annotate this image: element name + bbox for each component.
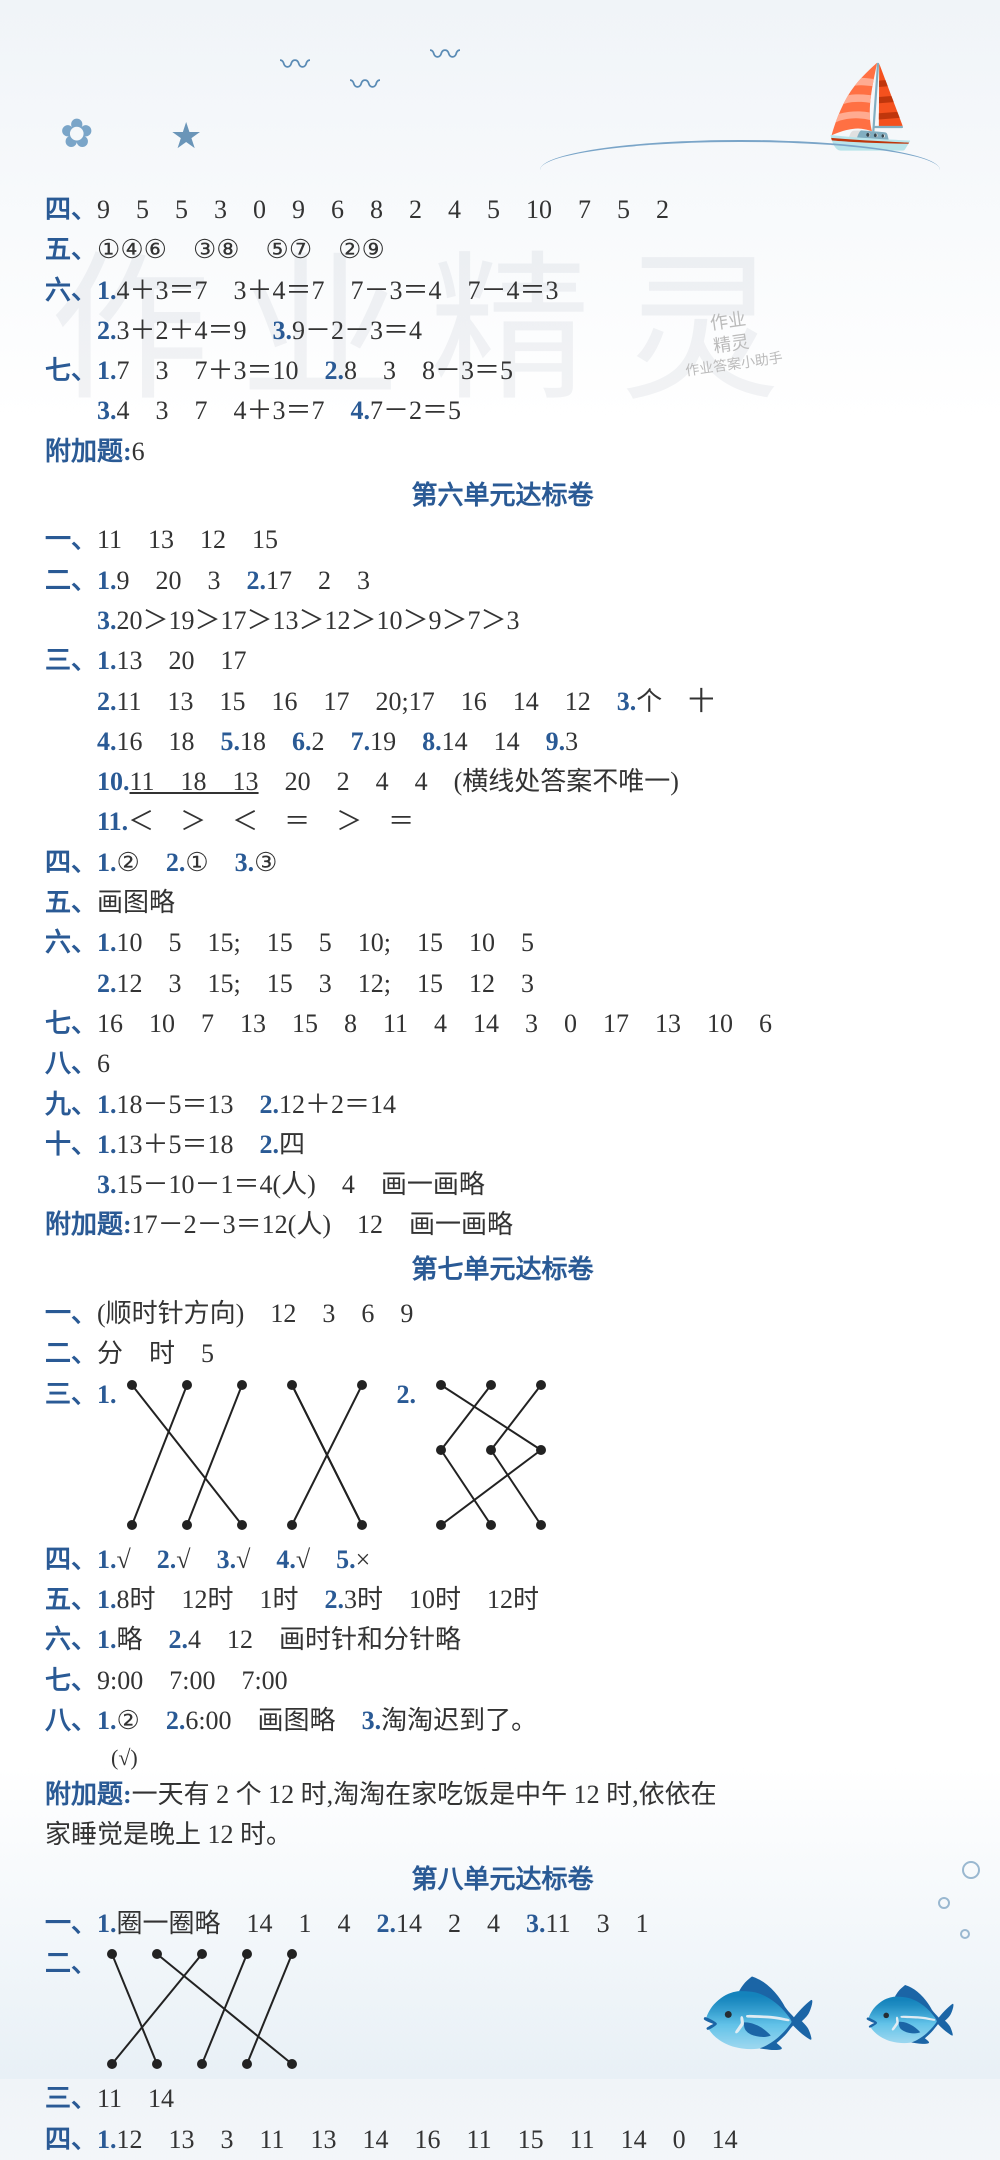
u7-4: 四、1.√ 2.√ 3.√ 4.√ 5.× bbox=[45, 1540, 960, 1580]
row-7-2: 3.4 3 7 4＋3＝7 4.7－2＝5 bbox=[45, 391, 960, 431]
u6-6-1: 六、1.10 5 15; 15 5 10; 15 10 5 bbox=[45, 923, 960, 963]
u6-4: 四、1.② 2.① 3.③ bbox=[45, 843, 960, 883]
u7-8-check: (√) bbox=[45, 1741, 960, 1775]
unit6-title: 第六单元达标卷 bbox=[45, 472, 960, 520]
shell-icon: ✿ bbox=[60, 110, 94, 157]
u8-4: 四、1.12 13 3 11 13 14 16 11 15 11 14 0 14 bbox=[45, 2120, 960, 2160]
u6-10-1: 十、1.13＋5＝18 2.四 bbox=[45, 1125, 960, 1165]
row-7-1: 七、1.7 3 7＋3＝10 2.8 3 8－3＝5 bbox=[45, 351, 960, 391]
u7-2: 二、分 时 5 bbox=[45, 1334, 960, 1374]
u6-8: 八、6 bbox=[45, 1044, 960, 1084]
u6-2a: 二、1.9 20 3 2.17 2 3 bbox=[45, 561, 960, 601]
header-decoration: 〰 〰 〰 ✿ ★ ⛵ bbox=[0, 0, 1000, 190]
page-content: 四、9 5 5 3 0 9 6 8 2 4 5 10 7 5 2 五、①④⑥ ③… bbox=[0, 190, 1000, 2160]
u7-8: 八、1.② 2.6:00 画图略 3.淘淘迟到了。 bbox=[45, 1701, 960, 1741]
u6-10-2: 3.15－10－1＝4(人) 4 画一画略 bbox=[45, 1165, 960, 1205]
u7-6: 六、1.略 2.4 12 画时针和分针略 bbox=[45, 1620, 960, 1660]
u6-extra: 附加题:17－2－3＝12(人) 12 画一画略 bbox=[45, 1205, 960, 1245]
u6-3-2: 2.11 13 15 16 17 20;17 16 14 12 3.个 十 bbox=[45, 682, 960, 722]
row-6-2: 2.3＋2＋4＝9 3.9－2－3＝4 bbox=[45, 311, 960, 351]
u6-7: 七、16 10 7 13 15 8 11 4 14 3 0 17 13 10 6 bbox=[45, 1004, 960, 1044]
match-diagram-1 bbox=[117, 1375, 387, 1540]
u8-2: 二、 bbox=[45, 1944, 960, 2079]
u6-3-3: 4.16 18 5.18 6.2 7.19 8.14 14 9.3 bbox=[45, 722, 960, 762]
bird-icon: 〰 bbox=[350, 60, 380, 104]
u6-9: 九、1.18－5＝13 2.12＋2＝14 bbox=[45, 1085, 960, 1125]
star-icon: ★ bbox=[170, 115, 202, 157]
u8-1: 一、1.圈一圈略 14 1 4 2.14 2 4 3.11 3 1 bbox=[45, 1904, 960, 1944]
u7-7: 七、9:00 7:00 7:00 bbox=[45, 1661, 960, 1701]
bird-icon: 〰 bbox=[280, 40, 310, 84]
u6-3-1: 三、1.13 20 17 bbox=[45, 641, 960, 681]
bird-icon: 〰 bbox=[430, 30, 460, 74]
u6-1: 一、11 13 12 15 bbox=[45, 520, 960, 560]
row-6-1: 六、1.4＋3＝7 3＋4＝7 7－3＝4 7－4＝3 bbox=[45, 271, 960, 311]
row-extra1: 附加题:6 bbox=[45, 432, 960, 472]
u6-6-2: 2.12 3 15; 15 3 12; 15 12 3 bbox=[45, 964, 960, 1004]
u6-3-5: 11.＜ ＞ ＜ ＝ ＞ ＝ bbox=[45, 802, 960, 842]
u6-3-4: 10.11 18 13 20 2 4 4 (横线处答案不唯一) bbox=[45, 762, 960, 802]
row-4: 四、9 5 5 3 0 9 6 8 2 4 5 10 7 5 2 bbox=[45, 190, 960, 230]
unit7-title: 第七单元达标卷 bbox=[45, 1246, 960, 1294]
u7-extra-1: 附加题:一天有 2 个 12 时,淘淘在家吃饭是中午 12 时,依依在 bbox=[45, 1775, 960, 1815]
unit8-title: 第八单元达标卷 bbox=[45, 1856, 960, 1904]
u8-3: 三、11 14 bbox=[45, 2079, 960, 2119]
match-diagram-2 bbox=[426, 1375, 566, 1540]
match-diagram-3 bbox=[97, 1944, 317, 2079]
boat-icon: ⛵ bbox=[820, 60, 920, 154]
u7-1: 一、(顺时针方向) 12 3 6 9 bbox=[45, 1294, 960, 1334]
u7-3: 三、1. 2. bbox=[45, 1375, 960, 1540]
u6-5: 五、画图略 bbox=[45, 883, 960, 923]
u7-extra-2: 家睡觉是晚上 12 时。 bbox=[45, 1815, 960, 1855]
u7-5: 五、1.8时 12时 1时 2.3时 10时 12时 bbox=[45, 1580, 960, 1620]
u6-2b: 3.20＞19＞17＞13＞12＞10＞9＞7＞3 bbox=[45, 601, 960, 641]
row-5: 五、①④⑥ ③⑧ ⑤⑦ ②⑨ bbox=[45, 230, 960, 270]
